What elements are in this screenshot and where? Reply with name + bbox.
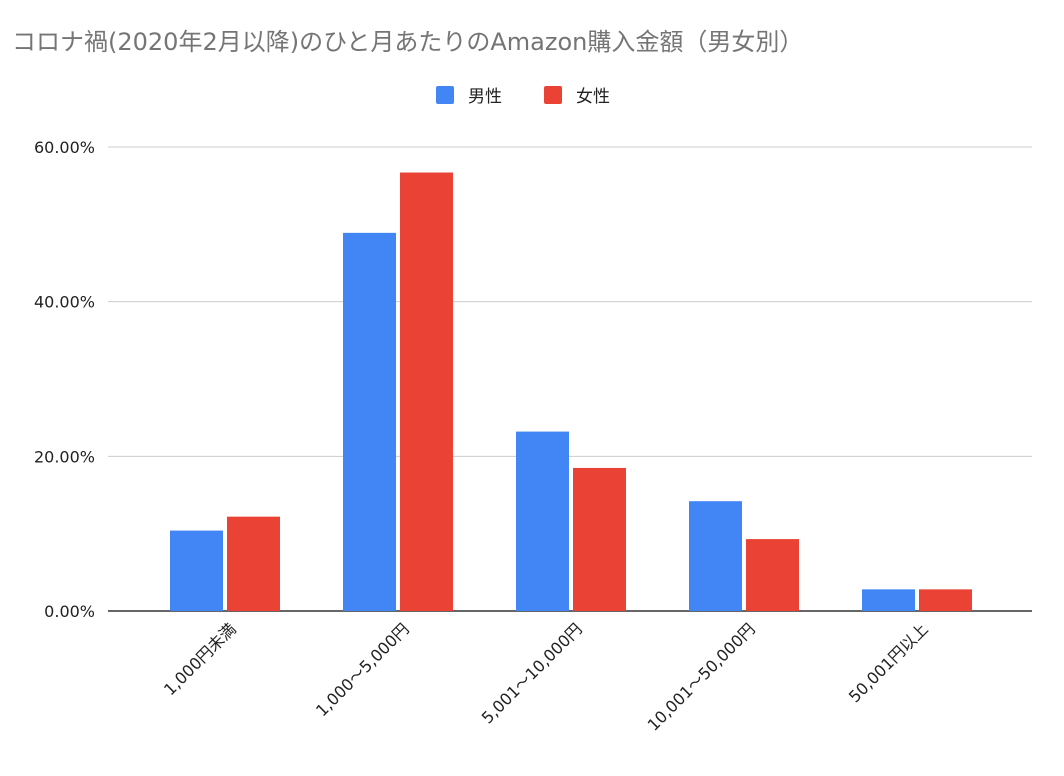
bar	[862, 589, 915, 611]
bar	[689, 501, 742, 611]
legend-swatch	[544, 86, 562, 104]
y-tick-label: 20.00%	[34, 447, 95, 466]
gridlines: 0.00% 20.00% 40.00% 60.00%	[34, 138, 1032, 621]
legend-label: 女性	[576, 87, 610, 107]
bar	[400, 172, 453, 611]
bars	[170, 172, 972, 611]
bar	[343, 232, 396, 611]
y-tick-label: 40.00%	[34, 293, 95, 312]
x-tick-label: 5,001～10,000円	[478, 619, 586, 727]
y-tick-label: 60.00%	[34, 138, 95, 157]
y-tick-label: 0.00%	[44, 602, 95, 621]
bar	[573, 467, 626, 611]
x-tick-label: 50,001円以上	[845, 619, 932, 706]
x-tick-label: 1,000円未満	[160, 619, 240, 699]
legend-label: 男性	[468, 87, 502, 107]
x-tick-label: 10,001～50,000円	[644, 619, 759, 734]
bar	[227, 516, 280, 611]
bar	[516, 431, 569, 611]
chart-title: コロナ禍(2020年2月以降)のひと月あたりのAmazon購入金額（男女別）	[12, 28, 803, 56]
bar	[746, 539, 799, 611]
legend-swatch	[436, 86, 454, 104]
x-tick-label: 1,000～5,000円	[312, 619, 413, 720]
bar	[170, 530, 223, 611]
legend: 男性 女性	[436, 86, 610, 107]
x-axis-labels: 1,000円未満 1,000～5,000円 5,001～10,000円 10,001～…	[160, 619, 932, 734]
bar	[919, 589, 972, 611]
